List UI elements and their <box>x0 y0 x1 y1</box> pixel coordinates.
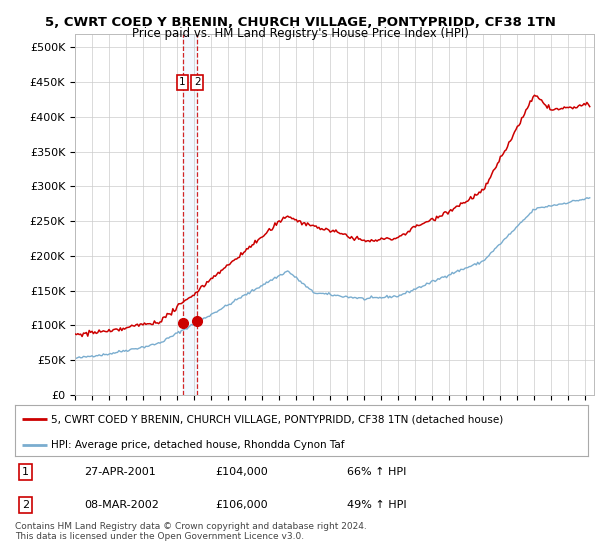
Bar <box>182 34 197 395</box>
Text: Contains HM Land Registry data © Crown copyright and database right 2024.
This d: Contains HM Land Registry data © Crown c… <box>15 522 367 542</box>
Text: £106,000: £106,000 <box>215 500 268 510</box>
Text: 08-MAR-2002: 08-MAR-2002 <box>84 500 158 510</box>
Text: 49% ↑ HPI: 49% ↑ HPI <box>347 500 407 510</box>
Text: 5, CWRT COED Y BRENIN, CHURCH VILLAGE, PONTYPRIDD, CF38 1TN: 5, CWRT COED Y BRENIN, CHURCH VILLAGE, P… <box>44 16 556 29</box>
Text: £104,000: £104,000 <box>215 467 268 477</box>
Text: 2: 2 <box>22 500 29 510</box>
Text: 1: 1 <box>22 467 29 477</box>
Text: 5, CWRT COED Y BRENIN, CHURCH VILLAGE, PONTYPRIDD, CF38 1TN (detached house): 5, CWRT COED Y BRENIN, CHURCH VILLAGE, P… <box>51 414 503 424</box>
Text: 27-APR-2001: 27-APR-2001 <box>84 467 155 477</box>
Text: 1: 1 <box>179 77 186 87</box>
Text: HPI: Average price, detached house, Rhondda Cynon Taf: HPI: Average price, detached house, Rhon… <box>51 440 344 450</box>
Text: 66% ↑ HPI: 66% ↑ HPI <box>347 467 407 477</box>
Text: Price paid vs. HM Land Registry's House Price Index (HPI): Price paid vs. HM Land Registry's House … <box>131 27 469 40</box>
Text: 2: 2 <box>194 77 200 87</box>
